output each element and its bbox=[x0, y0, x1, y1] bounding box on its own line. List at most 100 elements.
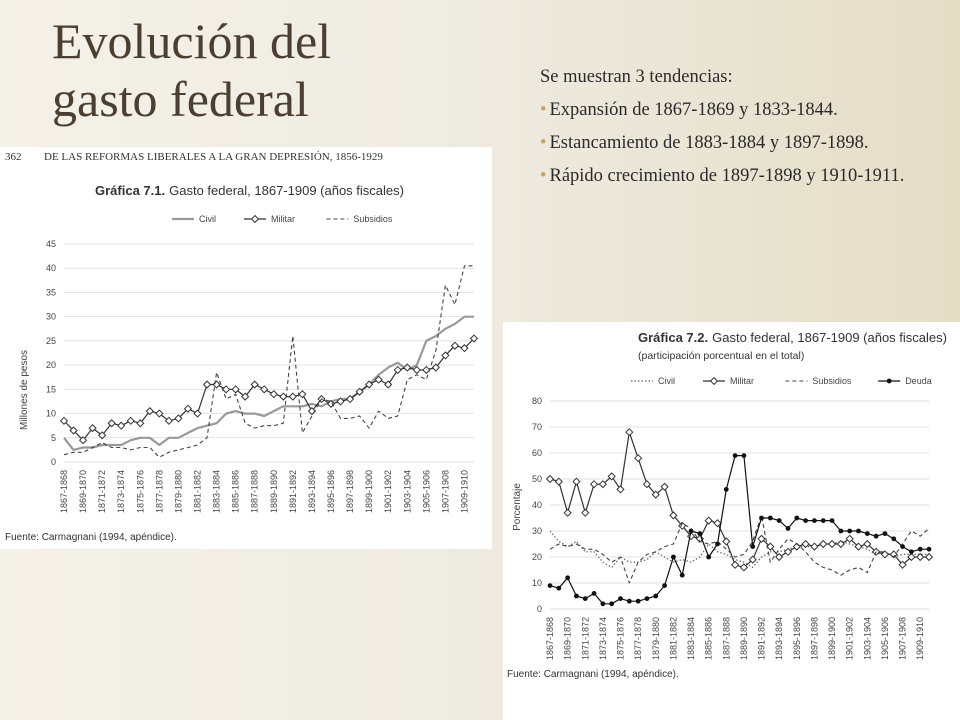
series-militar-point bbox=[616, 485, 625, 494]
series-militar-point bbox=[155, 409, 164, 418]
y-tick-label: 0 bbox=[537, 604, 542, 614]
bullet-item-3: • Rápido crecimiento de 1897-1898 y 1910-… bbox=[540, 165, 920, 188]
series-deuda-point bbox=[847, 528, 853, 534]
y-axis-label: Millones de pesos bbox=[19, 350, 30, 430]
y-axis-label: Porcentaje bbox=[512, 483, 523, 531]
series-deuda-point bbox=[741, 453, 747, 458]
legend-subsidios-label: Subsidios bbox=[353, 214, 393, 224]
x-tick-label: 1871-1872 bbox=[97, 470, 107, 513]
x-tick-label: 1885-1886 bbox=[704, 617, 714, 660]
series-militar-point bbox=[827, 539, 837, 549]
series-militar-point bbox=[563, 508, 572, 517]
series-deuda-point bbox=[873, 533, 879, 539]
series-deuda-point bbox=[794, 515, 800, 521]
series-militar-point bbox=[757, 534, 766, 543]
x-tick-label: 1909-1910 bbox=[459, 470, 469, 513]
x-tick-label: 1873-1874 bbox=[116, 470, 126, 513]
x-tick-label: 1893-1894 bbox=[307, 470, 317, 513]
series-militar-point bbox=[907, 552, 916, 562]
y-tick-label: 45 bbox=[46, 239, 56, 249]
y-tick-label: 20 bbox=[532, 552, 542, 562]
grid bbox=[550, 400, 929, 610]
series-militar-point bbox=[422, 365, 431, 375]
series-militar-point bbox=[202, 380, 212, 389]
series-militar-point bbox=[766, 542, 775, 551]
y-tick-label: 5 bbox=[51, 433, 56, 443]
series-deuda-point bbox=[882, 531, 888, 536]
series-deuda-point bbox=[759, 515, 764, 521]
x-tick-label: 1905-1906 bbox=[421, 470, 431, 513]
series-militar-point bbox=[403, 363, 412, 372]
x-tick-label: 1879-1880 bbox=[651, 617, 661, 660]
series-militar-point bbox=[345, 394, 355, 404]
chart-title-bold: Gráfica 7.1. bbox=[95, 183, 165, 198]
y-tick-label: 80 bbox=[532, 396, 542, 406]
series-deuda-point bbox=[864, 531, 870, 536]
series-deuda-point bbox=[688, 528, 694, 534]
x-tick-label: 1899-1900 bbox=[364, 470, 374, 513]
x-tick-label: 1905-1906 bbox=[880, 617, 890, 660]
series-militar-point bbox=[607, 472, 616, 481]
chart-panel-7-2: Gráfica 7.2. Gasto federal, 1867-1909 (añ… bbox=[503, 322, 960, 720]
x-tick-label: 1899-1900 bbox=[827, 617, 837, 660]
series-deuda-point bbox=[582, 596, 588, 601]
series-deuda-point bbox=[723, 487, 729, 492]
bullet-text-2: Estancamiento de 1883-1884 y 1897-1898. bbox=[549, 133, 869, 153]
series-militar-point bbox=[783, 547, 793, 556]
x-tick-label: 1897-1898 bbox=[345, 470, 355, 513]
series-militar-point bbox=[288, 392, 297, 401]
chart-7-1: 362 DE LAS REFORMAS LIBERALES A LA GRAN … bbox=[5, 151, 479, 543]
series-militar-point bbox=[669, 511, 678, 520]
y-tick-label: 30 bbox=[46, 312, 56, 322]
legend-deuda-label: Deuda bbox=[905, 376, 932, 386]
series-militar-point bbox=[792, 542, 801, 551]
x-tick-label: 1885-1886 bbox=[231, 470, 241, 513]
series-civil-line bbox=[549, 530, 929, 568]
y-tick-label: 10 bbox=[46, 409, 56, 419]
x-tick-label: 1897-1898 bbox=[809, 617, 819, 660]
x-tick-label: 1891-1892 bbox=[757, 617, 767, 660]
x-tick-label: 1869-1870 bbox=[78, 470, 88, 513]
chart-title-rest: Gasto federal, 1867-1909 (años fiscales) bbox=[712, 330, 947, 345]
x-tick-label: 1909-1910 bbox=[915, 617, 925, 660]
x-tick-label: 1889-1890 bbox=[739, 617, 749, 660]
x-tick-label: 1877-1878 bbox=[154, 470, 164, 513]
chart-title-bold: Gráfica 7.2. bbox=[638, 330, 708, 345]
x-tick-label: 1881-1882 bbox=[668, 617, 678, 660]
series-militar-point bbox=[78, 436, 88, 445]
series-militar-point bbox=[336, 397, 345, 406]
y-tick-label: 70 bbox=[532, 422, 542, 432]
series-deuda-line bbox=[549, 455, 929, 605]
x-tick-label: 1891-1892 bbox=[288, 470, 298, 513]
series-militar-point bbox=[136, 419, 145, 428]
series-militar-point bbox=[836, 539, 845, 549]
series-deuda-point bbox=[574, 593, 579, 599]
series-militar-point bbox=[730, 560, 740, 569]
legend: Civil Militar Subsidios bbox=[172, 214, 393, 224]
series-deuda-point bbox=[715, 541, 720, 547]
chart-panel-7-1: 362 DE LAS REFORMAS LIBERALES A LA GRAN … bbox=[0, 147, 492, 549]
series-militar-point bbox=[269, 390, 278, 399]
series-militar-point bbox=[117, 421, 126, 430]
x-tick-label: 1879-1880 bbox=[173, 470, 183, 513]
x-tick-label: 1903-1904 bbox=[862, 617, 872, 660]
x-tick-label: 1901-1902 bbox=[845, 617, 855, 660]
x-tick-label: 1875-1876 bbox=[616, 617, 626, 660]
series-militar-point bbox=[431, 363, 440, 372]
series-deuda-point bbox=[662, 583, 667, 588]
series-militar-point bbox=[460, 344, 469, 353]
series-militar-point bbox=[107, 419, 116, 428]
series-militar-point bbox=[863, 539, 872, 549]
x-tick-label: 1875-1876 bbox=[135, 470, 145, 513]
series-militar-point bbox=[642, 480, 652, 489]
series-militar-point bbox=[924, 552, 934, 562]
series-deuda-point bbox=[732, 453, 738, 458]
series-militar-point bbox=[231, 385, 240, 394]
series-militar-point bbox=[260, 385, 269, 394]
series-deuda-point bbox=[618, 596, 623, 601]
series-deuda-point bbox=[635, 598, 641, 604]
series-militar-point bbox=[739, 563, 749, 572]
chart-title-rest: Gasto federal, 1867-1909 (años fiscales) bbox=[169, 183, 404, 198]
series-deuda-point bbox=[653, 593, 659, 599]
grid bbox=[64, 243, 474, 463]
